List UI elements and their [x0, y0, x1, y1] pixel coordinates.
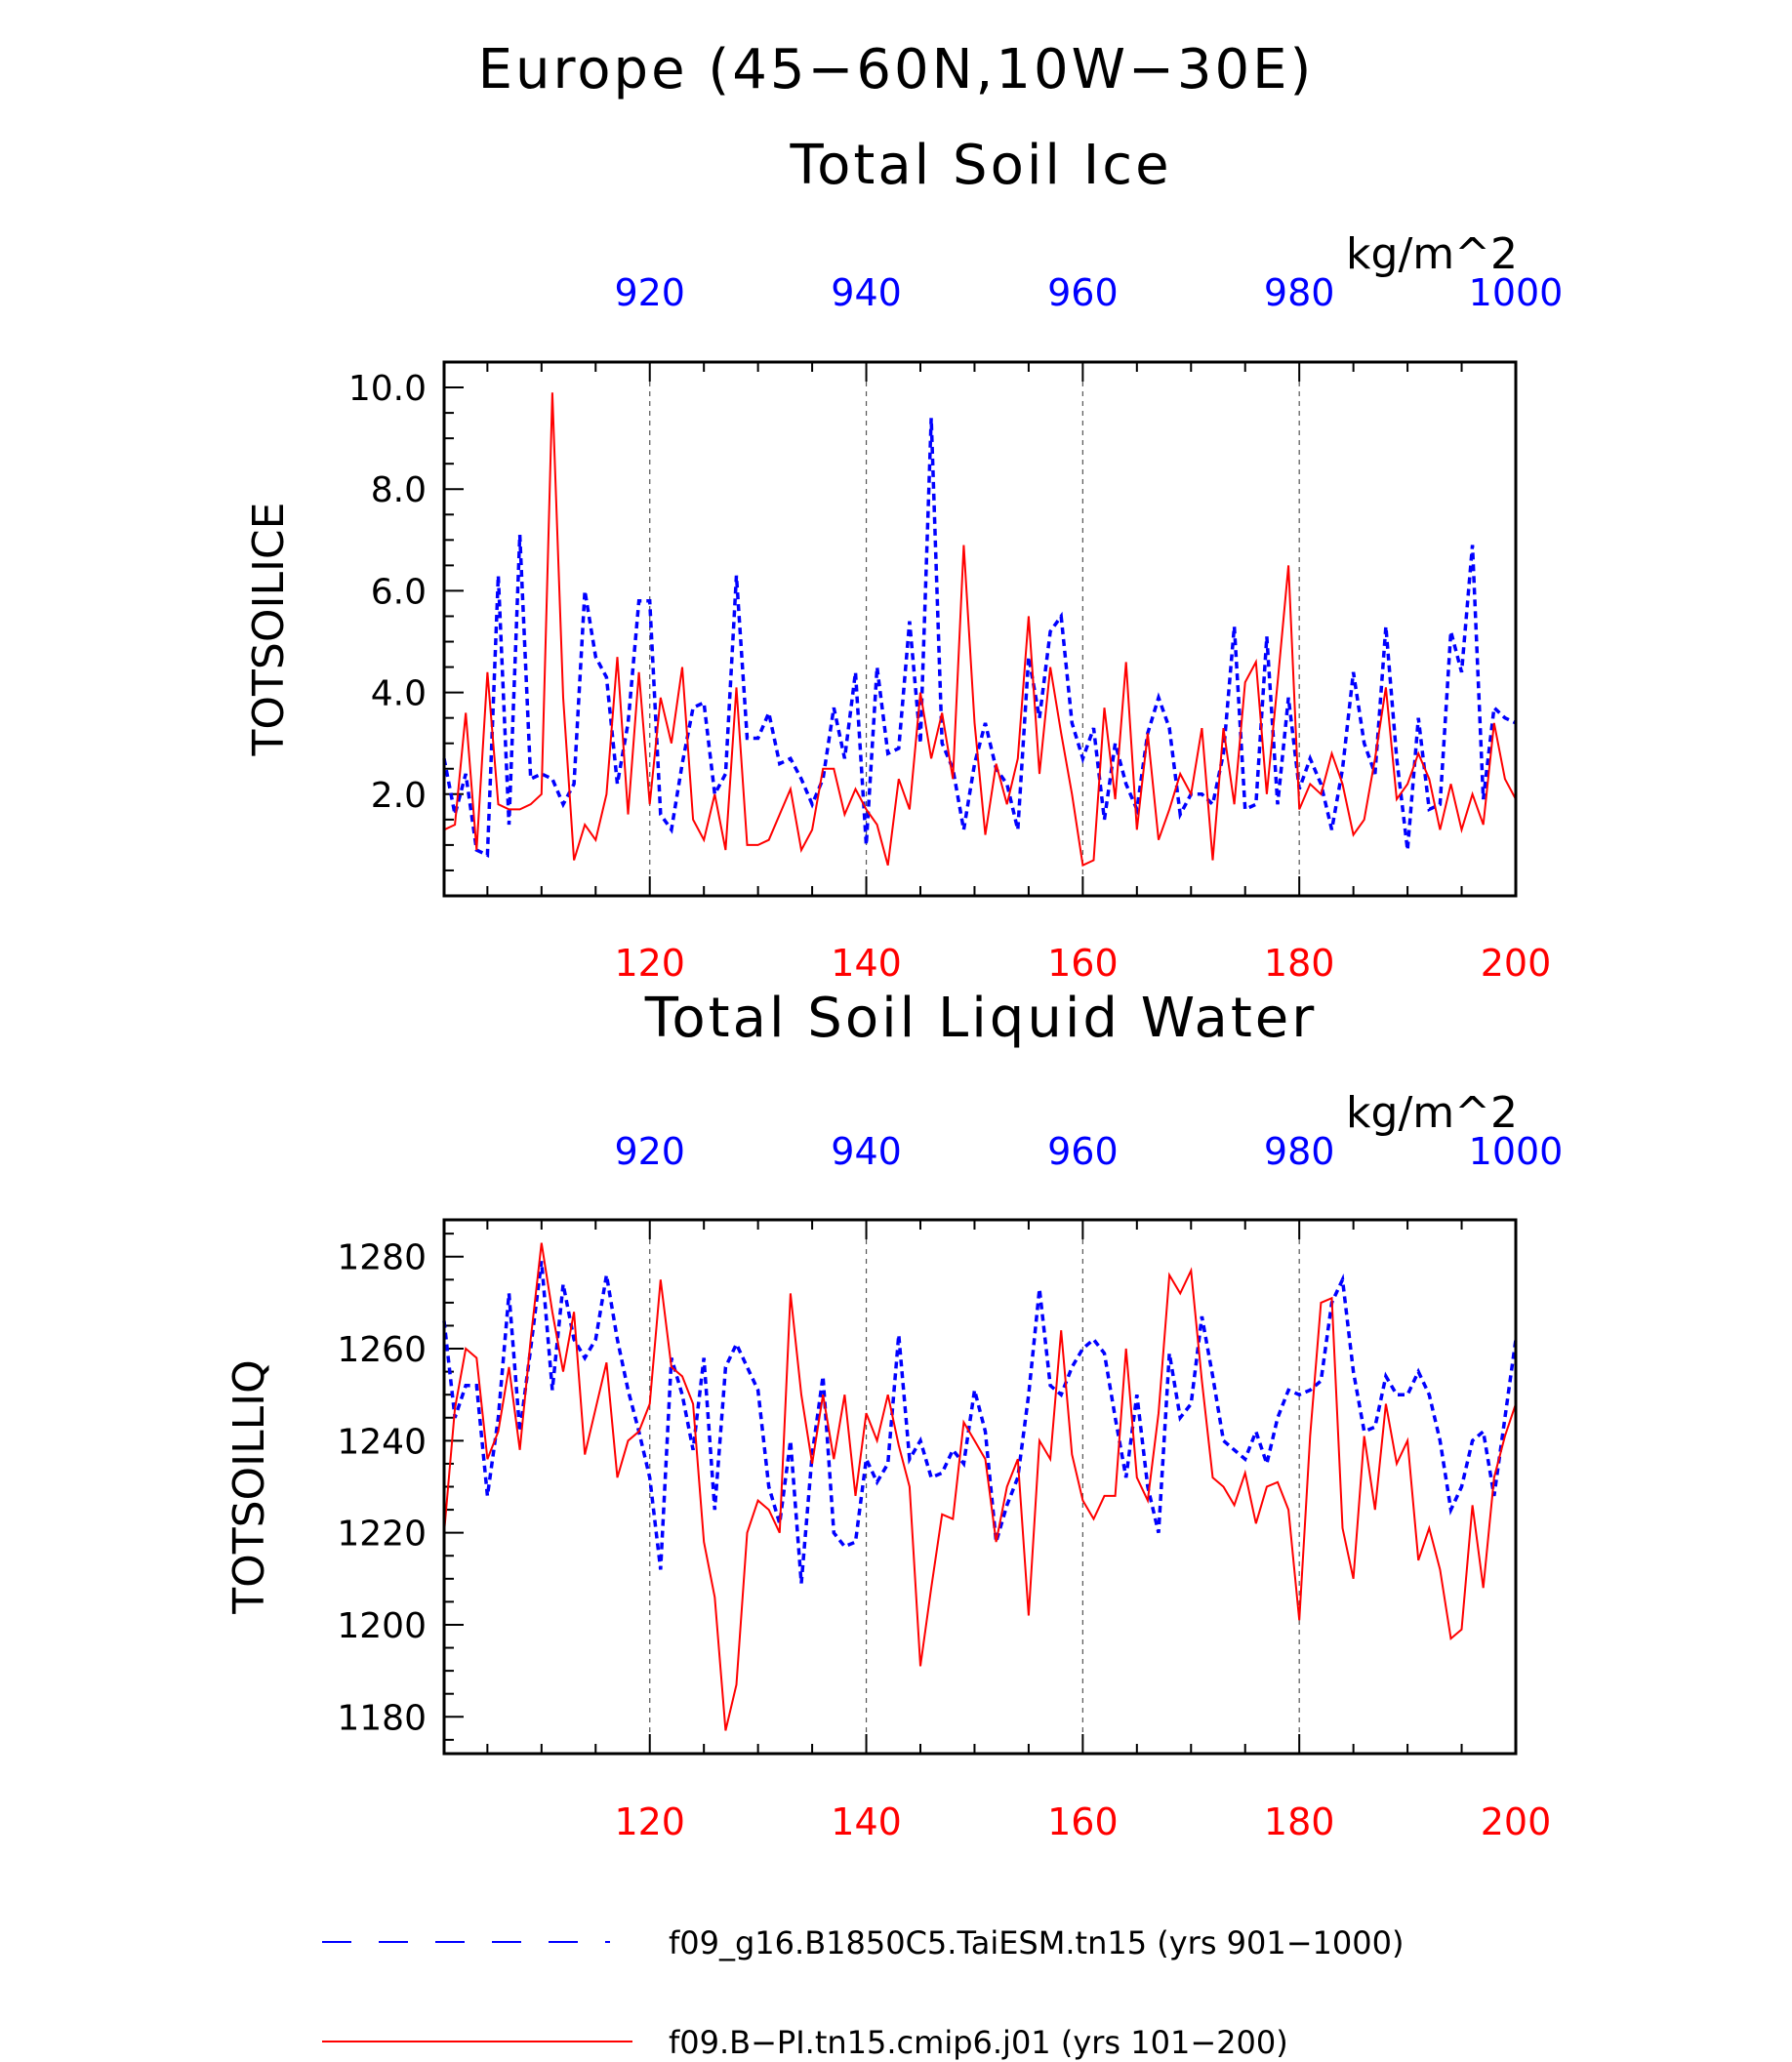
x-tick-label-top: 920: [614, 271, 685, 314]
legend-label-blue: f09_g16.B1850C5.TaiESM.tn15 (yrs 901−100…: [669, 1924, 1404, 1961]
series-line-red: [443, 1242, 1517, 1731]
y-tick-label: 1200: [337, 1606, 427, 1646]
y-tick-label: 2.0: [371, 776, 427, 816]
x-tick-label-bottom: 200: [1481, 942, 1552, 985]
x-tick-label-bottom: 160: [1047, 942, 1119, 985]
legend-label-red: f09.B−PI.tn15.cmip6.j01 (yrs 101−200): [669, 2024, 1288, 2061]
series-line-red: [443, 392, 1517, 868]
y-tick-label: 6.0: [371, 572, 427, 612]
y-tick-label: 1280: [337, 1238, 427, 1278]
x-tick-label-bottom: 180: [1264, 1800, 1335, 1843]
y-tick-label: 10.0: [348, 369, 427, 409]
x-tick-label-bottom: 180: [1264, 942, 1335, 985]
x-tick-label-top: 940: [831, 1130, 902, 1173]
y-tick-label: 1180: [337, 1698, 427, 1738]
x-tick-label-top: 940: [831, 271, 902, 314]
series-line-blue: [442, 418, 1517, 859]
x-tick-label-bottom: 160: [1047, 1800, 1119, 1843]
x-tick-label-top: 980: [1264, 271, 1335, 314]
panel-title: Total Soil Liquid Water: [644, 987, 1318, 1050]
plot-frame: [442, 1218, 1518, 1756]
y-tick-label: 1220: [337, 1515, 427, 1555]
y-tick-label: 4.0: [371, 674, 427, 714]
x-tick-label-bottom: 120: [614, 1800, 685, 1843]
x-tick-label-top: 960: [1047, 1130, 1119, 1173]
figure-title: Europe (45−60N,10W−30E): [478, 38, 1315, 101]
x-tick-label-top: 920: [614, 1130, 685, 1173]
legend: f09_g16.B1850C5.TaiESM.tn15 (yrs 901−100…: [322, 1924, 1404, 2061]
x-tick-label-top: 980: [1264, 1130, 1335, 1173]
x-tick-label-bottom: 140: [831, 1800, 902, 1843]
x-tick-label-bottom: 200: [1481, 1800, 1552, 1843]
y-tick-label: 1260: [337, 1330, 427, 1370]
series-line-blue: [442, 1261, 1518, 1584]
y-tick-label: 1240: [337, 1422, 427, 1462]
x-tick-label-top: 960: [1047, 271, 1119, 314]
x-tick-label-bottom: 120: [614, 942, 685, 985]
panel-total-soil-liquid-water: Total Soil Liquid Water kg/m^2 TOTSOILLIQ 1…: [224, 987, 1563, 1843]
y-tick-label: 8.0: [371, 470, 427, 510]
units-label: kg/m^2: [1346, 1088, 1518, 1138]
panel-total-soil-ice: Total Soil Ice kg/m^2 TOTSOILICE 2.0 4.0 6.0 8…: [244, 134, 1563, 985]
y-axis-label: TOTSOILLIQ: [224, 1359, 274, 1615]
x-tick-label-bottom: 140: [831, 942, 902, 985]
plot-frame: [442, 360, 1518, 898]
y-axis-label: TOTSOILICE: [244, 503, 294, 757]
panel-title: Total Soil Ice: [789, 134, 1171, 197]
units-label: kg/m^2: [1346, 229, 1518, 279]
x-tick-label-top: 1000: [1469, 271, 1564, 314]
x-tick-label-top: 1000: [1469, 1130, 1564, 1173]
